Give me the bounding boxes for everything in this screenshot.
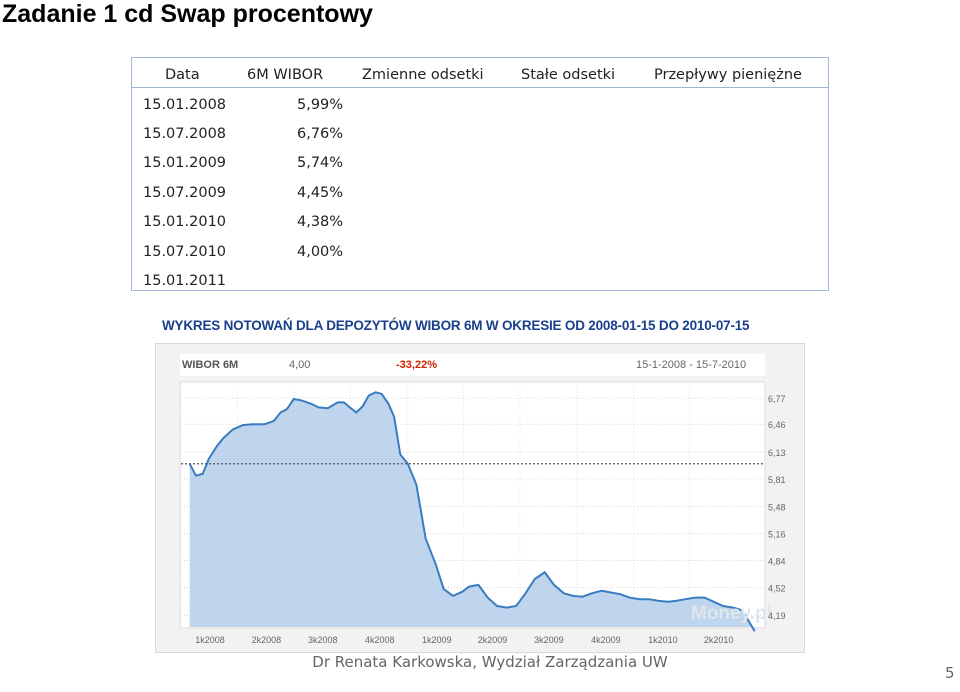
y-tick-label: 4,19: [768, 611, 786, 621]
x-tick-label: 2k2008: [252, 635, 282, 645]
y-tick-label: 5,81: [768, 475, 786, 485]
table-cell-date: 15.01.2009: [143, 155, 227, 171]
x-tick-label: 3k2009: [534, 635, 564, 645]
slide-title: Zadanie 1 cd Swap procentowy: [2, 0, 373, 28]
column-header-fixed-interest: Stałe odsetki: [521, 67, 616, 83]
column-header-variable-interest: Zmienne odsetki: [362, 67, 484, 83]
table-cell-wibor: 4,38%: [297, 214, 344, 230]
x-tick-label: 1k2010: [648, 635, 678, 645]
table-cell-wibor: 4,00%: [297, 244, 344, 260]
chart-title: WYKRES NOTOWAŃ DLA DEPOZYTÓW WIBOR 6M W …: [162, 318, 750, 333]
y-tick-label: 6,46: [768, 420, 786, 430]
y-tick-layer: 6,77 6,46 6,13 5,81 5,48 5,16 4,84 4,52 4,19: [768, 394, 786, 621]
table-cell-wibor: 5,99%: [297, 97, 344, 113]
column-header-cash-flows: Przepływy pieniężne: [654, 67, 802, 83]
x-tick-label: 1k2009: [422, 635, 452, 645]
table-cell-wibor: 6,76%: [297, 126, 344, 142]
column-header-date: Data: [165, 67, 200, 83]
series-area: [189, 392, 755, 632]
x-tick-layer: 1k2008 2k2008 3k2008 4k2008 1k2009 2k2009 3k20…: [195, 635, 733, 645]
x-tick-label: 3k2008: [308, 635, 338, 645]
table-cell-date: 15.07.2010: [143, 244, 227, 260]
y-tick-label: 4,52: [768, 583, 786, 593]
series-layer: [181, 391, 764, 632]
x-tick-label: 1k2008: [195, 635, 225, 645]
x-tick-label: 2k2009: [478, 635, 508, 645]
x-tick-label: 2k2010: [704, 635, 734, 645]
table-header-divider: [132, 87, 828, 88]
table-cell-date: 15.07.2008: [143, 126, 227, 142]
y-tick-label: 6,77: [768, 394, 786, 404]
table-cell-date: 15.07.2009: [143, 185, 227, 201]
y-tick-label: 6,13: [768, 448, 786, 458]
chart-header-strip: [180, 354, 765, 376]
table-cell-wibor: 5,74%: [297, 155, 344, 171]
wibor-chart: WIBOR 6M 4,00 -33,22% 15-1-2008 - 15-7-2…: [155, 343, 805, 653]
swap-table: Data 6M WIBOR Zmienne odsetki Stałe odse…: [131, 57, 829, 291]
y-tick-label: 5,48: [768, 503, 786, 513]
chart-watermark: Money.pl: [691, 603, 772, 624]
chart-header-range: 15-1-2008 - 15-7-2010: [636, 359, 746, 371]
chart-header-value: 4,00: [289, 359, 310, 371]
table-cell-date: 15.01.2010: [143, 214, 227, 230]
chart-header-change: -33,22%: [396, 359, 437, 371]
page-number: 5: [945, 664, 955, 682]
chart-header-label: WIBOR 6M: [182, 359, 238, 371]
series-line: [188, 391, 756, 632]
table-cell-date: 15.01.2011: [143, 273, 227, 289]
table-cell-wibor: 4,45%: [297, 185, 344, 201]
y-tick-label: 5,16: [768, 530, 786, 540]
wibor-chart-svg: WIBOR 6M 4,00 -33,22% 15-1-2008 - 15-7-2…: [156, 344, 804, 652]
x-tick-label: 4k2009: [591, 635, 621, 645]
y-tick-label: 4,84: [768, 557, 786, 567]
x-tick-label: 4k2008: [365, 635, 395, 645]
column-header-wibor: 6M WIBOR: [247, 67, 324, 83]
table-cell-date: 15.01.2008: [143, 97, 227, 113]
slide-footer: Dr Renata Karkowska, Wydział Zarządzania…: [312, 653, 668, 671]
